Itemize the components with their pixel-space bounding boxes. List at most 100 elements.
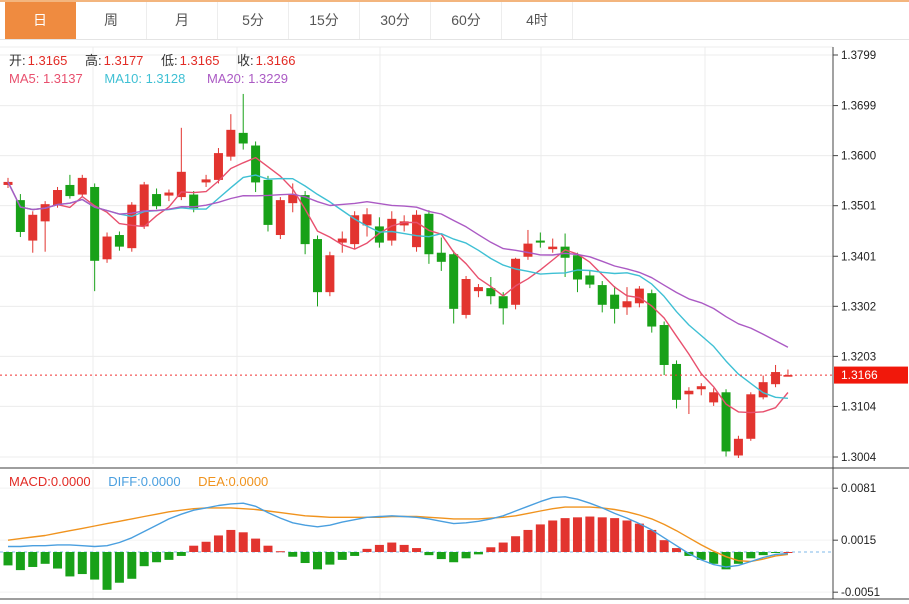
- tab-15min[interactable]: 15分: [289, 2, 360, 39]
- macd-bar: [275, 551, 285, 553]
- macd-bar: [746, 552, 756, 559]
- candle-body: [300, 195, 310, 245]
- candle: [436, 237, 446, 271]
- candle-body: [783, 375, 793, 377]
- candle-body: [424, 213, 434, 255]
- candle-body: [684, 390, 694, 395]
- macd-bar: [647, 529, 657, 552]
- macd-bar: [40, 552, 50, 564]
- candle-body: [560, 246, 570, 258]
- macd-axis-label: 0.0081: [841, 483, 876, 495]
- candle: [226, 114, 236, 161]
- candlestick-series: [3, 93, 793, 459]
- candle: [560, 233, 570, 277]
- macd-bar: [90, 552, 100, 580]
- macd-bar: [152, 552, 162, 563]
- macd-bar: [473, 552, 483, 555]
- ma20-line: [7, 181, 789, 348]
- macd-bar: [288, 552, 298, 557]
- tab-30min[interactable]: 30分: [360, 2, 431, 39]
- candle-body: [535, 240, 545, 243]
- candle-body: [634, 288, 644, 304]
- candle-body: [114, 235, 124, 247]
- macd-bar: [610, 518, 620, 552]
- macd-bar: [498, 542, 508, 552]
- macd-bar: [362, 548, 372, 552]
- tab-5min[interactable]: 5分: [218, 2, 289, 39]
- candle: [77, 174, 87, 198]
- macd-bar: [659, 540, 669, 552]
- macd-bar: [53, 552, 63, 569]
- candle-body: [399, 221, 409, 226]
- candle-body: [251, 145, 261, 183]
- candle-body: [263, 179, 273, 225]
- macd-bar: [560, 518, 570, 552]
- candle-body: [275, 200, 285, 236]
- price-axis-label: 1.3501: [841, 201, 876, 213]
- candle: [647, 289, 657, 333]
- candle-body: [387, 218, 397, 241]
- candle-body: [412, 214, 422, 248]
- macd-axis-label: -0.0051: [841, 587, 880, 599]
- candle: [672, 360, 682, 409]
- candle-body: [486, 288, 496, 297]
- macd-bar: [771, 552, 781, 553]
- candle-body: [189, 194, 199, 209]
- candle-body: [461, 279, 471, 315]
- candle-body: [746, 394, 756, 439]
- current-price-label: 1.3166: [841, 368, 878, 382]
- tab-weekly[interactable]: 周: [76, 2, 147, 39]
- macd-bar: [374, 544, 384, 552]
- candle-body: [152, 194, 162, 207]
- candle-body: [139, 184, 149, 227]
- macd-bar: [721, 552, 731, 570]
- candle-body: [721, 392, 731, 452]
- macd-bar: [783, 552, 793, 553]
- price-axis-label: 1.3600: [841, 151, 876, 163]
- macd-bar: [350, 552, 360, 556]
- macd-bar: [201, 541, 211, 552]
- candle-body: [313, 239, 322, 293]
- candle-body: [362, 214, 372, 226]
- macd-bar: [696, 552, 706, 560]
- price-axis-label: 1.3203: [841, 351, 876, 363]
- macd-bar: [387, 542, 397, 552]
- candle: [709, 388, 719, 406]
- candle: [139, 181, 149, 229]
- candle-body: [15, 200, 25, 232]
- macd-bar: [325, 552, 335, 565]
- macd-bar: [226, 529, 236, 552]
- candle-body: [164, 192, 174, 196]
- candle: [337, 231, 347, 253]
- ma10-line: [7, 174, 788, 399]
- candle: [15, 194, 25, 238]
- tab-4hour[interactable]: 4时: [502, 2, 573, 39]
- candle: [40, 201, 50, 252]
- tab-60min[interactable]: 60分: [431, 2, 502, 39]
- price-line: 1.3166: [0, 366, 908, 384]
- candle-body: [127, 204, 137, 249]
- macd-bar: [102, 552, 112, 590]
- macd-bar: [622, 520, 632, 552]
- price-axis-label: 1.3799: [841, 50, 876, 62]
- macd-bar: [461, 552, 471, 559]
- macd-bar: [511, 536, 521, 552]
- candle-body: [337, 238, 347, 243]
- main-y-axis-labels: 1.3799 1.3699 1.3600 1.3501 1.3401 1.3302 1.32…: [833, 50, 877, 464]
- macd-bar: [424, 552, 434, 556]
- tab-daily[interactable]: 日: [5, 2, 76, 39]
- candle-body: [77, 177, 87, 195]
- macd-bar: [127, 552, 137, 579]
- macd-bar: [585, 516, 595, 552]
- price-axis-label: 1.3004: [841, 452, 877, 464]
- candle-body: [572, 255, 582, 280]
- candle: [350, 211, 360, 250]
- candle: [275, 197, 285, 240]
- macd-bar: [28, 552, 38, 567]
- macd-bar: [139, 552, 149, 567]
- candle: [585, 270, 595, 289]
- candle: [486, 276, 496, 305]
- tab-monthly[interactable]: 月: [147, 2, 218, 39]
- macd-bar: [263, 545, 273, 552]
- candle-body: [733, 438, 743, 456]
